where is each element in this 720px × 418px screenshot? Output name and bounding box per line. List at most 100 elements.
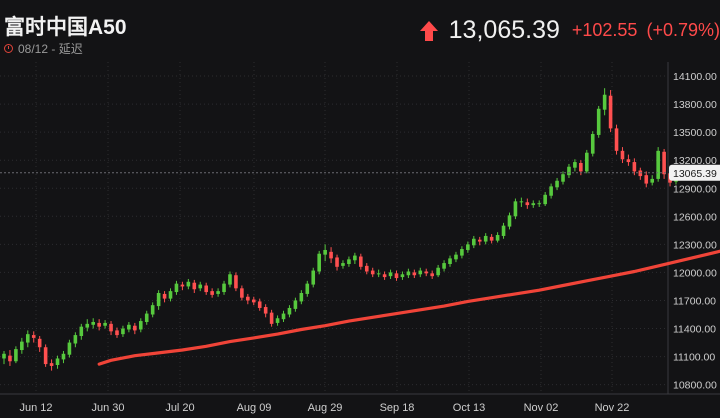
candle-body — [281, 313, 286, 320]
candle-body — [341, 263, 345, 266]
price-chart[interactable]: 14100.00 13800.00 13500.00 13200.00 12900.00… — [0, 62, 720, 418]
candle-body — [115, 330, 119, 336]
candle-body — [460, 249, 464, 256]
candle-body — [91, 321, 96, 325]
candle-body — [192, 282, 197, 290]
candle-body — [103, 322, 107, 326]
candle-body — [186, 281, 191, 287]
y-tick-label: 12300.00 — [673, 239, 717, 251]
candle-body — [555, 180, 559, 188]
candle-body — [353, 255, 357, 261]
candle-body — [412, 272, 417, 276]
candle-body — [579, 163, 583, 172]
candle-body — [632, 162, 637, 172]
candle-body — [263, 307, 268, 314]
candle-body — [49, 363, 54, 366]
x-tick-label: Jun 12 — [19, 402, 52, 414]
candle-body — [204, 285, 208, 293]
candle-body — [430, 273, 434, 277]
candle-body — [543, 194, 547, 205]
candle-body — [20, 341, 24, 351]
candle-body — [14, 349, 18, 362]
candle-body — [424, 271, 429, 274]
candle-body — [43, 347, 48, 365]
candle-body — [394, 273, 399, 279]
candle-body — [400, 274, 405, 278]
candle-body — [567, 166, 571, 176]
quote-header: 富时中国A50 08/12 - 延迟 13,065.39 +102.55 (+0… — [0, 0, 720, 62]
candle-body — [489, 236, 494, 241]
y-tick-label: 13500.00 — [673, 127, 717, 139]
candle-body — [638, 170, 643, 177]
price-change: +102.55 — [571, 20, 638, 40]
candle-body — [234, 275, 238, 289]
x-tick-label: Jul 20 — [165, 402, 194, 414]
candle-body — [359, 256, 363, 267]
candle-body — [614, 128, 619, 151]
candle-body — [406, 271, 411, 276]
candle-body — [382, 274, 387, 278]
candle-body — [561, 174, 565, 182]
candle-body — [269, 312, 274, 324]
candle-body — [519, 201, 524, 203]
candle-body — [549, 186, 553, 196]
candle-body — [198, 284, 203, 289]
x-tick-label: Oct 13 — [453, 402, 485, 414]
last-price-tag-label: 13065.39 — [673, 168, 717, 180]
candle-body — [573, 162, 577, 168]
y-tick-label: 11100.00 — [673, 352, 715, 364]
candle-body — [79, 326, 84, 337]
candle-body — [216, 291, 220, 294]
last-price: 13,065.39 — [448, 16, 560, 44]
candle-body — [483, 235, 488, 242]
candle-body — [31, 335, 36, 338]
x-tick-label: Nov 22 — [595, 402, 630, 414]
candle-body — [174, 283, 179, 293]
last-price-tag — [669, 164, 720, 181]
x-tick-label: Aug 29 — [308, 402, 343, 414]
candle-body — [650, 178, 655, 183]
y-tick-label: 13800.00 — [673, 99, 717, 111]
candle-body — [495, 235, 500, 241]
candle-body — [662, 151, 666, 175]
candle-body — [299, 292, 304, 302]
delay-status: 08/12 - 延迟 — [18, 42, 83, 56]
candle-body — [275, 318, 280, 323]
candle-body — [240, 288, 244, 298]
candle-body — [228, 274, 232, 285]
y-tick-label: 12900.00 — [673, 183, 717, 195]
candle-body — [364, 265, 369, 272]
y-tick-label: 10800.00 — [673, 380, 717, 392]
candle-body — [507, 215, 512, 227]
candle-body — [156, 292, 161, 307]
candle-body — [448, 258, 452, 265]
y-tick-label: 12000.00 — [673, 267, 717, 279]
y-tick-label: 13200.00 — [673, 155, 717, 167]
candle-body — [109, 323, 113, 332]
y-tick-label: 14100.00 — [673, 71, 717, 83]
candle-body — [370, 270, 375, 275]
candle-body — [590, 134, 595, 154]
candle-body — [25, 334, 30, 343]
y-tick-label: 12600.00 — [673, 211, 717, 223]
candle-body — [311, 270, 316, 285]
candle-body — [620, 150, 625, 160]
candle-body — [531, 203, 536, 206]
candle-body — [644, 175, 649, 184]
y-tick-label: 11400.00 — [673, 324, 716, 336]
candle-body — [388, 272, 393, 277]
candle-body — [162, 293, 167, 299]
candle-body — [602, 94, 607, 110]
x-tick-label: Nov 02 — [524, 402, 559, 414]
candle-body — [61, 353, 66, 360]
candle-body — [323, 249, 327, 255]
instrument-title: 富时中国A50 — [4, 16, 127, 39]
candle-body — [133, 325, 137, 331]
candle-body — [584, 152, 589, 172]
candle-body — [335, 257, 339, 267]
candle-body — [37, 338, 42, 348]
moving-average-line — [97, 249, 720, 366]
clock-icon — [4, 44, 13, 53]
candle-body — [436, 267, 440, 276]
candle-body — [347, 259, 351, 265]
